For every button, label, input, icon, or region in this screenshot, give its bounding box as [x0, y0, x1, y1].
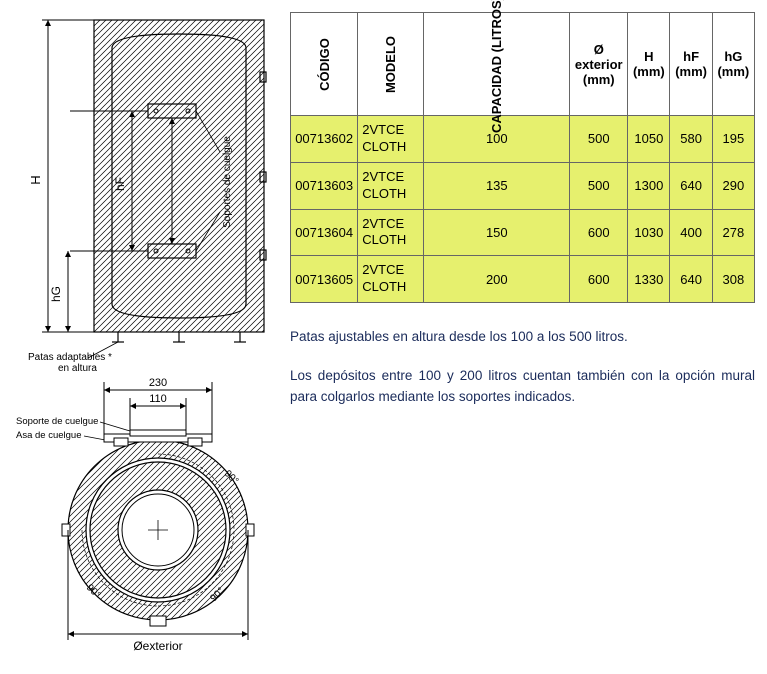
patas-label2: en altura — [58, 363, 97, 372]
table-cell: 400 — [670, 209, 712, 256]
table-cell: 1330 — [628, 256, 670, 303]
table-cell: 640 — [670, 256, 712, 303]
column-header: CAPACIDAD (LITROS) — [424, 13, 570, 116]
dim-110: 110 — [149, 393, 167, 405]
column-header: hF(mm) — [670, 13, 712, 116]
table-cell: 1300 — [628, 162, 670, 209]
table-cell: 500 — [570, 116, 628, 163]
table-cell: 640 — [670, 162, 712, 209]
column-header: MODELO — [358, 13, 424, 116]
table-cell: 600 — [570, 256, 628, 303]
table-cell: 600 — [570, 209, 628, 256]
table-cell: 2VTCECLOTH — [358, 162, 424, 209]
column-header: CÓDIGO — [291, 13, 358, 116]
table-cell: 00713602 — [291, 116, 358, 163]
table-cell: 308 — [712, 256, 754, 303]
note-2: Los depósitos entre 100 y 200 litros cue… — [290, 366, 755, 408]
table-cell: 200 — [424, 256, 570, 303]
column-header: Øexterior(mm) — [570, 13, 628, 116]
soporte-label: Soporte de cuelgue — [16, 416, 98, 427]
layout-container: Soportes de cuelgue H hF — [12, 12, 755, 662]
table-row: 007136032VTCECLOTH1355001300640290 — [291, 162, 755, 209]
asa-label: Asa de cuelgue — [16, 430, 82, 441]
table-cell: 00713604 — [291, 209, 358, 256]
table-row: 007136022VTCECLOTH1005001050580195 — [291, 116, 755, 163]
tank-side-diagram: Soportes de cuelgue H hF — [12, 12, 280, 372]
diagrams-column: Soportes de cuelgue H hF — [12, 12, 280, 662]
table-cell: 150 — [424, 209, 570, 256]
notes-section: Patas ajustables en altura desde los 100… — [290, 327, 755, 408]
table-cell: 290 — [712, 162, 754, 209]
table-cell: 500 — [570, 162, 628, 209]
dim-hF: hF — [113, 177, 127, 191]
table-cell: 00713605 — [291, 256, 358, 303]
table-cell: 580 — [670, 116, 712, 163]
table-row: 007136042VTCECLOTH1506001030400278 — [291, 209, 755, 256]
tank-top-diagram: 230 110 Soporte de cuelgue Asa de cuelgu… — [12, 372, 280, 662]
dim-H: H — [28, 175, 43, 184]
table-cell: 2VTCECLOTH — [358, 256, 424, 303]
dim-exterior: Øexterior — [133, 639, 182, 653]
table-cell: 195 — [712, 116, 754, 163]
table-cell: 2VTCECLOTH — [358, 116, 424, 163]
dim-230: 230 — [149, 377, 167, 389]
soportes-label: Soportes de cuelgue — [222, 136, 233, 228]
table-cell: 135 — [424, 162, 570, 209]
column-header: H(mm) — [628, 13, 670, 116]
table-cell: 2VTCECLOTH — [358, 209, 424, 256]
table-header-row: CÓDIGOMODELOCAPACIDAD (LITROS)Øexterior(… — [291, 13, 755, 116]
table-body: 007136022VTCECLOTH1005001050580195007136… — [291, 116, 755, 303]
right-column: CÓDIGOMODELOCAPACIDAD (LITROS)Øexterior(… — [290, 12, 755, 662]
table-cell: 278 — [712, 209, 754, 256]
specs-table: CÓDIGOMODELOCAPACIDAD (LITROS)Øexterior(… — [290, 12, 755, 303]
table-cell: 1030 — [628, 209, 670, 256]
patas-label: Patas adaptables * — [28, 352, 112, 363]
dim-hG: hG — [49, 286, 63, 302]
table-cell: 1050 — [628, 116, 670, 163]
note-1: Patas ajustables en altura desde los 100… — [290, 327, 755, 348]
table-cell: 00713603 — [291, 162, 358, 209]
table-row: 007136052VTCECLOTH2006001330640308 — [291, 256, 755, 303]
column-header: hG(mm) — [712, 13, 754, 116]
